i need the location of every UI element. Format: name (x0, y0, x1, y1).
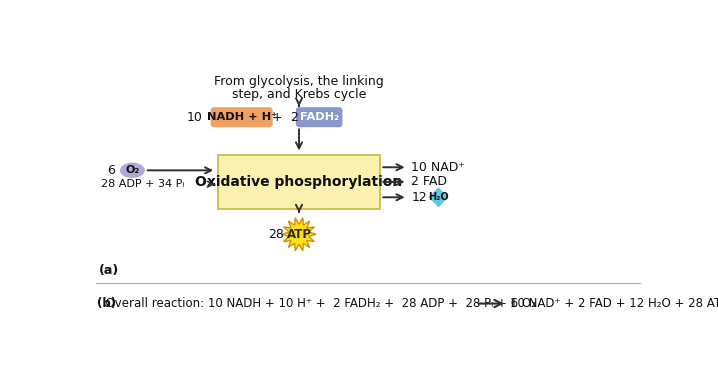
Text: Overall reaction: 10 NADH + 10 H⁺ +  2 FADH₂ +  28 ADP +  28 Pᵢ + 6 O₂: Overall reaction: 10 NADH + 10 H⁺ + 2 FA… (98, 297, 536, 310)
Text: 28 ADP + 34 Pᵢ: 28 ADP + 34 Pᵢ (101, 179, 185, 189)
Text: 2 FAD: 2 FAD (411, 176, 447, 188)
Text: Oxidative phosphorylation: Oxidative phosphorylation (195, 175, 403, 189)
Text: 12: 12 (411, 191, 427, 204)
Text: 10 NAD⁺: 10 NAD⁺ (411, 161, 465, 174)
Ellipse shape (120, 163, 145, 178)
Text: step, and Krebs cycle: step, and Krebs cycle (232, 88, 366, 101)
Text: (b): (b) (98, 297, 116, 310)
Text: 6: 6 (108, 164, 116, 177)
Polygon shape (282, 218, 316, 251)
FancyBboxPatch shape (218, 155, 381, 209)
Text: 10 NAD⁺ + 2 FAD + 12 H₂O + 28 ATP: 10 NAD⁺ + 2 FAD + 12 H₂O + 28 ATP (510, 297, 718, 310)
Polygon shape (429, 187, 449, 207)
Text: ATP: ATP (286, 228, 312, 241)
FancyBboxPatch shape (210, 107, 273, 127)
Text: 28: 28 (268, 228, 284, 241)
Text: NADH + H⁺: NADH + H⁺ (207, 112, 276, 122)
Text: (a): (a) (99, 264, 119, 277)
Text: 2: 2 (290, 111, 298, 124)
Text: H₂O: H₂O (428, 192, 449, 202)
Text: From glycolysis, the linking: From glycolysis, the linking (214, 75, 384, 88)
Text: 10: 10 (186, 111, 202, 124)
FancyBboxPatch shape (296, 107, 342, 127)
Text: +: + (272, 111, 283, 124)
Text: O₂: O₂ (125, 165, 139, 175)
Text: FADH₂: FADH₂ (299, 112, 339, 122)
